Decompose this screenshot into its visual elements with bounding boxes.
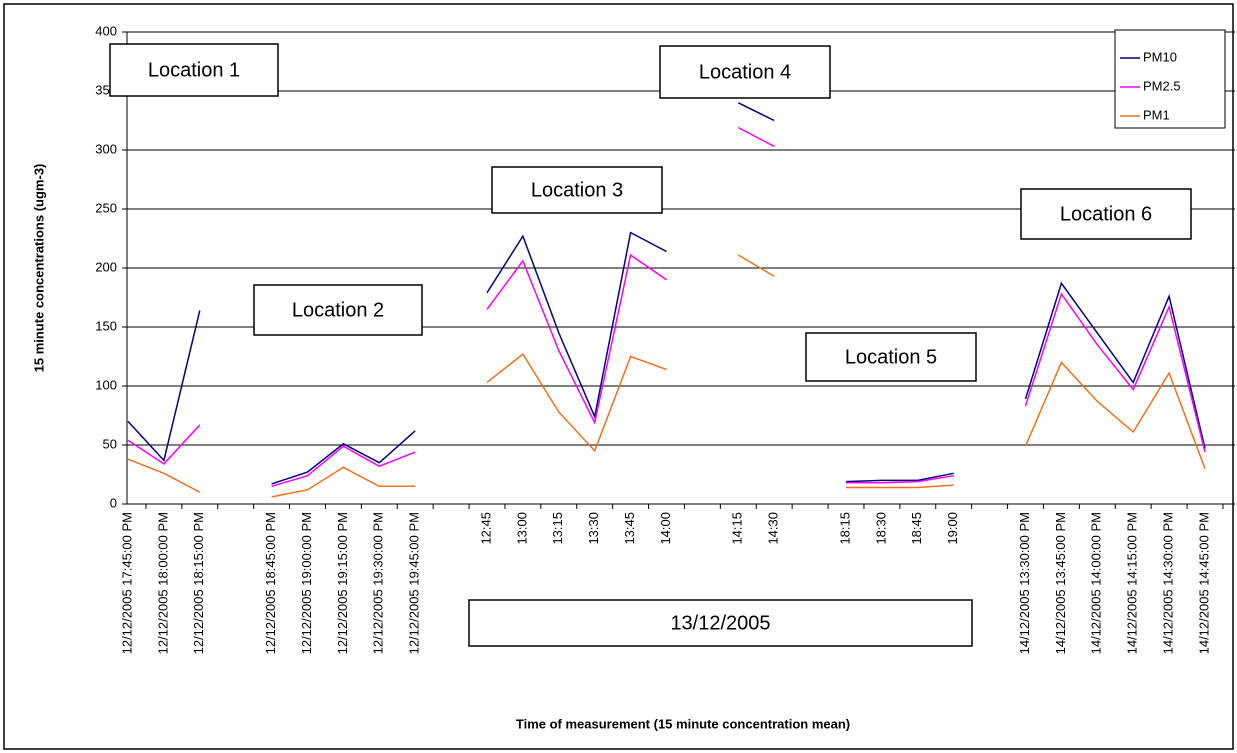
x-tick-label: 13:00 — [514, 512, 529, 545]
annotation-box — [491, 166, 663, 214]
annotation: 13/12/2005 — [670, 612, 770, 634]
x-tick-label: 14:15 — [730, 512, 745, 545]
y-tick-label: 150 — [95, 318, 117, 333]
x-tick-label: 12/12/2005 19:45:00 PM — [407, 512, 422, 654]
series-line — [127, 102, 1206, 485]
x-tick-label: 14/12/2005 13:30:00 PM — [1017, 512, 1032, 654]
y-tick-label: 250 — [95, 200, 117, 215]
annotation: Location 2 — [292, 299, 384, 321]
legend-box — [1114, 29, 1226, 129]
x-axis-title: Time of measurement (15 minute concentra… — [516, 716, 850, 731]
annotation: Location 4 — [699, 61, 791, 83]
y-tick-label: 400 — [95, 23, 117, 38]
x-tick-label: 12/12/2005 18:15:00 PM — [191, 512, 206, 654]
x-tick-label: 18:45 — [909, 512, 924, 545]
x-tick-label: 18:30 — [873, 512, 888, 545]
legend-label: PM1 — [1143, 107, 1170, 122]
x-tick-label: 12/12/2005 18:00:00 PM — [155, 512, 170, 654]
legend-label: PM10 — [1143, 49, 1177, 64]
legend-label: PM2.5 — [1143, 78, 1181, 93]
annotation-box — [468, 599, 973, 647]
y-axis-title: 15 minute concentrations (ugm-3) — [31, 164, 46, 373]
x-tick-label: 12:45 — [478, 512, 493, 545]
y-tick-label: 200 — [95, 259, 117, 274]
x-tick-label: 13:30 — [586, 512, 601, 545]
annotation-box — [253, 284, 423, 336]
y-tick-label: 50 — [103, 436, 117, 451]
x-tick-label: 12/12/2005 19:15:00 PM — [335, 512, 350, 654]
annotation-box — [109, 43, 279, 97]
x-tick-label: 14:30 — [766, 512, 781, 545]
x-tick-label: 14:00 — [658, 512, 673, 545]
x-tick-label: 18:15 — [837, 512, 852, 545]
x-tick-label: 13:45 — [622, 512, 637, 545]
series-line — [127, 126, 1206, 488]
x-tick-label: 14/12/2005 14:30:00 PM — [1161, 512, 1176, 654]
y-tick-label: 100 — [95, 377, 117, 392]
annotation: Location 3 — [531, 179, 623, 201]
series-line — [127, 254, 1206, 498]
x-tick-label: 19:00 — [945, 512, 960, 545]
x-tick-label: 12/12/2005 19:30:00 PM — [371, 512, 386, 654]
x-tick-label: 13:15 — [550, 512, 565, 545]
annotation: Location 5 — [845, 346, 937, 368]
annotation-box — [805, 332, 977, 382]
x-tick-label: 14/12/2005 14:00:00 PM — [1089, 512, 1104, 654]
annotation-box — [659, 45, 831, 99]
y-tick-label: 0 — [110, 495, 117, 510]
x-tick-label: 14/12/2005 13:45:00 PM — [1053, 512, 1068, 654]
annotation: Location 1 — [148, 59, 240, 81]
x-tick-label: 12/12/2005 18:45:00 PM — [263, 512, 278, 654]
x-tick-label: 12/12/2005 19:00:00 PM — [299, 512, 314, 654]
x-tick-label: 14/12/2005 14:45:00 PM — [1196, 512, 1211, 654]
annotation: Location 6 — [1060, 203, 1152, 225]
y-tick-label: 300 — [95, 141, 117, 156]
x-tick-label: 12/12/2005 17:45:00 PM — [119, 512, 134, 654]
x-tick-label: 14/12/2005 14:15:00 PM — [1125, 512, 1140, 654]
annotation-box — [1020, 188, 1192, 240]
